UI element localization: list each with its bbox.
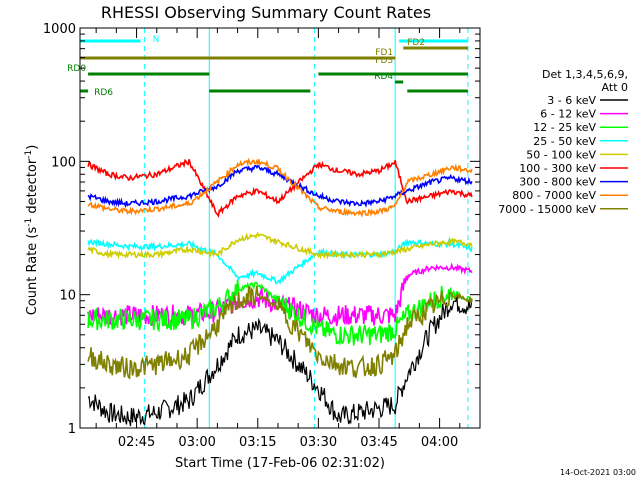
x-tick-label: 03:00 bbox=[178, 435, 215, 450]
series-line bbox=[87, 231, 473, 260]
y-tick-label: 10 bbox=[59, 289, 76, 304]
y-tick-label: 1000 bbox=[43, 22, 76, 37]
x-tick-label: 03:15 bbox=[239, 435, 276, 450]
y-tick-label: 100 bbox=[51, 155, 76, 170]
plot-area: N FD1 FD2 FD3 RD0 RD4 RD6 1 10 100 1000 02:45 03:00 0… bbox=[43, 22, 481, 450]
legend-label: 300 - 800 keV bbox=[519, 176, 596, 189]
footer-date: 14-Oct-2021 03:00 bbox=[560, 468, 636, 477]
legend-label: 800 - 7000 keV bbox=[512, 189, 596, 202]
state-label-rd0: RD0 bbox=[67, 64, 86, 74]
legend-label: 12 - 25 keV bbox=[533, 121, 596, 134]
state-label-rd4: RD4 bbox=[374, 72, 393, 82]
legend-title-2: Att 0 bbox=[602, 81, 628, 94]
x-axis-label: Start Time (17-Feb-06 02:31:02) bbox=[175, 456, 385, 471]
legend-label: 25 - 50 keV bbox=[533, 135, 596, 148]
state-label-rd6: RD6 bbox=[94, 88, 113, 98]
svg-text:Count Rate (s-1 detector-1): Count Rate (s-1 detector-1) bbox=[24, 145, 40, 316]
series-line bbox=[87, 238, 473, 285]
state-label-fd2: FD2 bbox=[407, 38, 425, 48]
y-axis-label: Count Rate (s-1 detector-1) bbox=[24, 145, 40, 316]
x-tick-label: 02:45 bbox=[118, 435, 155, 450]
state-label-fd1: FD1 bbox=[375, 48, 393, 58]
series-line bbox=[87, 292, 473, 427]
legend-title-1: Det 1,3,4,5,6,9, bbox=[542, 68, 628, 81]
series-line bbox=[87, 158, 473, 218]
legend-label: 7000 - 15000 keV bbox=[498, 203, 596, 216]
x-tick-label: 03:45 bbox=[360, 435, 397, 450]
y-tick-label: 1 bbox=[68, 422, 76, 437]
series-line bbox=[87, 164, 473, 209]
x-tick-label: 04:00 bbox=[421, 435, 458, 450]
legend-label: 50 - 100 keV bbox=[526, 148, 596, 161]
legend-label: 100 - 300 keV bbox=[519, 162, 596, 175]
state-label-fd3: FD3 bbox=[375, 56, 393, 66]
series-line bbox=[87, 285, 473, 380]
legend-label: 6 - 12 keV bbox=[540, 108, 596, 121]
legend-label: 3 - 6 keV bbox=[547, 94, 596, 107]
plot-frame bbox=[79, 27, 481, 429]
state-label-n: N bbox=[153, 35, 160, 45]
x-tick-label: 03:30 bbox=[300, 435, 337, 450]
chart-title: RHESSI Observing Summary Count Rates bbox=[101, 3, 431, 22]
series-line bbox=[87, 157, 473, 218]
